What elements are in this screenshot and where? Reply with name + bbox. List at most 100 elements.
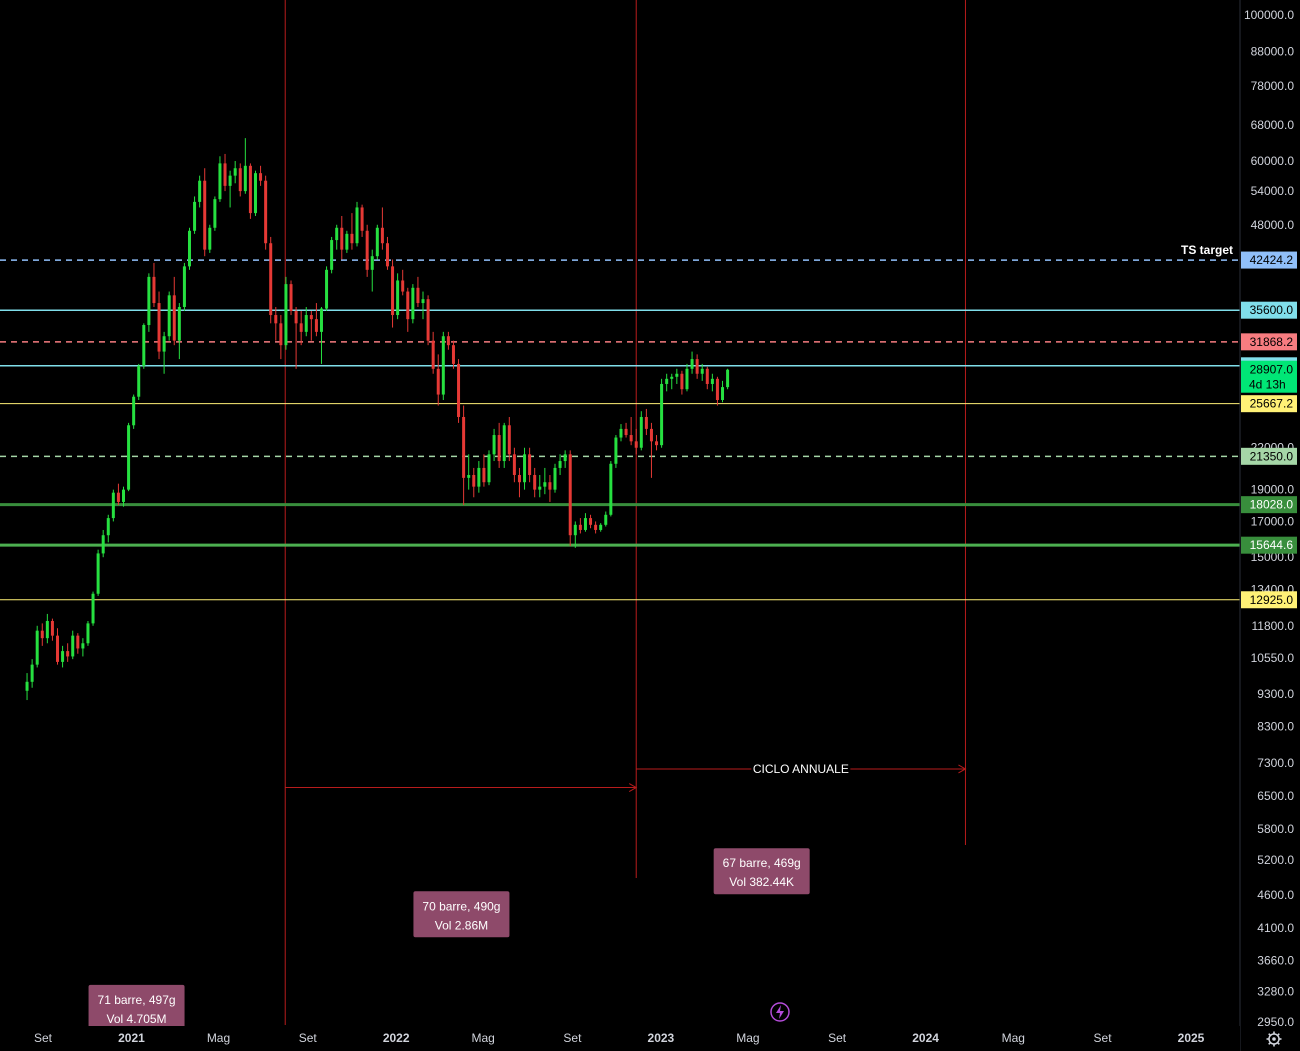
x-tick-label: 2024	[912, 1031, 939, 1045]
candle	[350, 213, 354, 250]
candle-body	[340, 227, 344, 250]
candle	[655, 435, 659, 451]
candle-body	[482, 467, 486, 483]
candle	[187, 227, 191, 270]
candle	[700, 363, 704, 381]
x-tick-label: Set	[299, 1031, 318, 1045]
candle	[127, 422, 131, 492]
candle-body	[441, 336, 445, 395]
gear-icon-hub	[1272, 1037, 1276, 1041]
candle-body	[360, 207, 364, 231]
candle	[45, 613, 49, 644]
candle-body	[421, 299, 425, 304]
candle-body	[66, 651, 70, 657]
level-tag-12925.0-text: 12925.0	[1250, 593, 1294, 607]
candle	[573, 521, 577, 548]
level-tag-42424.2: 42424.2	[1241, 251, 1297, 269]
candle-body	[162, 336, 166, 352]
range-arrow-label-bg	[751, 759, 851, 776]
candle	[528, 447, 532, 483]
candle-body	[700, 368, 704, 374]
candle-body	[233, 168, 237, 176]
candlesticks	[25, 138, 730, 701]
x-tick-label: 2023	[648, 1031, 675, 1045]
candle-body	[137, 365, 141, 397]
candle	[589, 514, 593, 529]
gear-icon-tooth	[1268, 1033, 1272, 1037]
lightning-icon-bolt	[776, 1005, 784, 1019]
candle	[81, 638, 85, 657]
candle-body	[86, 623, 90, 644]
candle	[193, 196, 197, 234]
candle	[548, 474, 552, 502]
y-tick-label: 60000.0	[1251, 154, 1295, 168]
candle-body	[563, 454, 567, 462]
x-axis[interactable]: Set 2021 Mag Set 2022 Mag Set 2023 Mag Set 2024 Mag…	[0, 1026, 1240, 1051]
candle	[599, 523, 603, 532]
x-tick-label: 2025	[1178, 1031, 1205, 1045]
candle	[309, 310, 313, 341]
lightning-icon[interactable]	[770, 1002, 790, 1022]
range-arrow-head	[628, 783, 638, 792]
candle-body	[589, 518, 593, 525]
candle-body	[177, 306, 181, 341]
candle-body	[25, 681, 29, 691]
candle	[314, 303, 318, 337]
candle-body	[538, 486, 542, 490]
candle-body	[253, 173, 257, 214]
candle-body	[380, 227, 384, 244]
candle-body	[497, 435, 501, 462]
candle-body	[614, 437, 618, 464]
candle	[238, 163, 242, 197]
candle	[233, 160, 237, 184]
candle-body	[533, 474, 537, 490]
candle-body	[127, 425, 131, 490]
candle	[137, 363, 141, 401]
candle-body	[96, 553, 100, 594]
candle	[675, 368, 679, 384]
candle-body	[690, 359, 694, 369]
candle	[380, 207, 384, 250]
candle-body	[451, 345, 455, 364]
gear-icon[interactable]	[1266, 1031, 1282, 1047]
y-tick-label: 10550.0	[1251, 651, 1295, 665]
candle-body	[543, 482, 547, 487]
candle-body	[680, 373, 684, 390]
candle-body	[594, 524, 598, 530]
candle-body	[350, 233, 354, 244]
candle	[578, 518, 582, 534]
candle	[294, 306, 298, 369]
candle-body	[274, 315, 278, 324]
candle-body	[61, 651, 65, 662]
candle	[710, 373, 714, 392]
x-tick-label: Set	[1094, 1031, 1113, 1045]
candle-body	[406, 291, 410, 320]
candle-body	[238, 168, 242, 192]
candle	[319, 306, 323, 364]
gear-icon-tooth	[1276, 1033, 1280, 1037]
candle	[375, 224, 379, 260]
candle	[431, 331, 435, 374]
candle	[644, 408, 648, 436]
candle-body	[726, 369, 730, 388]
level-tag-21350.0-bg	[1241, 447, 1297, 465]
y-tick-label: 4600.0	[1257, 888, 1294, 902]
horizontal-levels: TS target	[0, 243, 1240, 601]
candle	[533, 467, 537, 498]
y-tick-label: 17000.0	[1251, 514, 1295, 528]
candle	[705, 366, 709, 390]
candle-body	[507, 425, 511, 455]
candle-body	[187, 230, 191, 267]
level-tag-31868.2-bg	[1241, 333, 1297, 351]
candle	[66, 643, 70, 662]
candle	[340, 215, 344, 260]
candle	[370, 249, 374, 292]
candle	[299, 310, 303, 346]
candle	[639, 411, 643, 451]
info-box-line1: 70 barre, 490g	[422, 899, 500, 913]
y-axis[interactable]: 100000.0 88000.0 78000.0 68000.0 60000.0 5400…	[1239, 0, 1300, 1051]
x-tick-label: Set	[563, 1031, 582, 1045]
candle	[502, 422, 506, 468]
candle-body	[609, 463, 613, 515]
